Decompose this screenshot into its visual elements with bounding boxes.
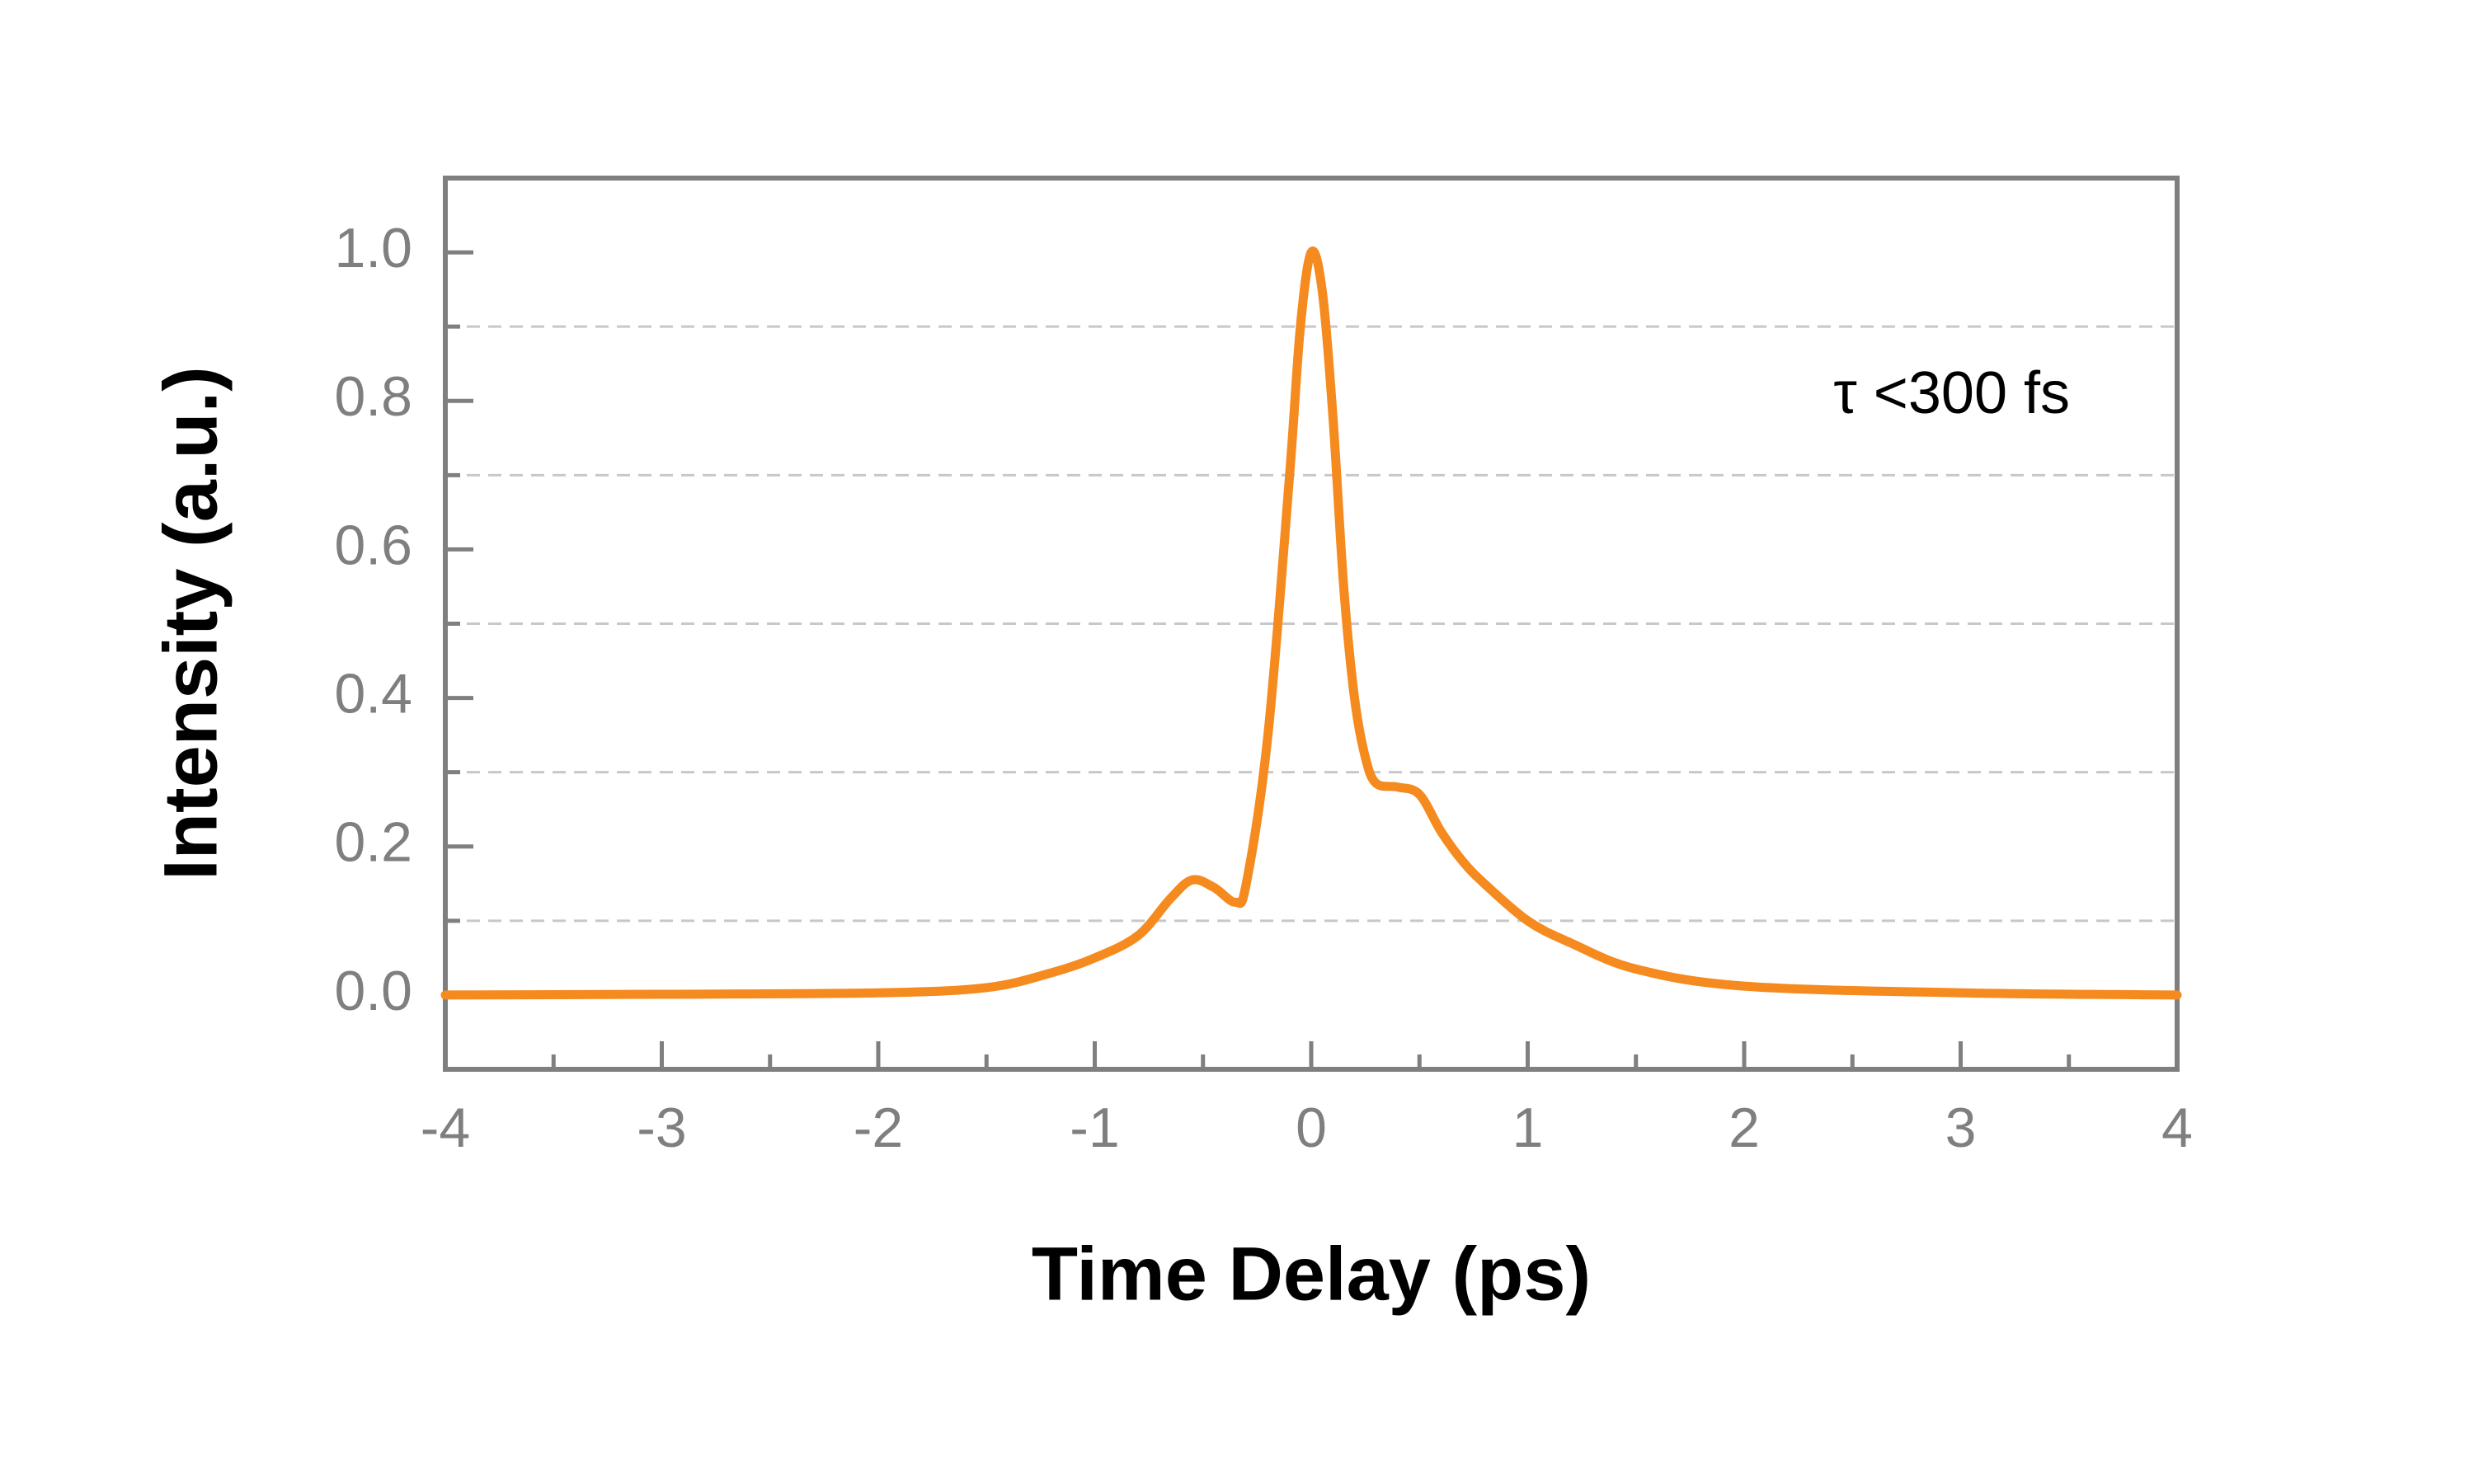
x-tick-label: 2 [1729,1097,1760,1159]
x-tick-label: -1 [1070,1097,1119,1159]
annotation: τ <300 fs [1833,360,2070,426]
x-tick-label: -2 [854,1097,903,1159]
y-axis-title: Intensity (a.u.) [148,366,233,881]
y-tick-label: 0.8 [334,365,412,428]
x-tick-label: 0 [1296,1097,1327,1159]
x-tick-label: 1 [1512,1097,1544,1159]
x-tick-label: -3 [637,1097,686,1159]
y-tick-label: 1.0 [334,217,412,279]
plot-frame [443,176,2180,1072]
x-tick-label: -4 [421,1097,470,1159]
data-line [440,247,2182,1000]
x-axis-title: Time Delay (ps) [1032,1232,1591,1316]
y-tick-label: 0.4 [334,663,412,726]
y-tick-label: 0.0 [334,960,412,1022]
x-tick-label: 3 [1945,1097,1977,1159]
y-tick-label: 0.2 [334,811,412,874]
x-tick-label: 4 [2161,1097,2193,1159]
y-tick-label: 0.6 [334,514,412,576]
